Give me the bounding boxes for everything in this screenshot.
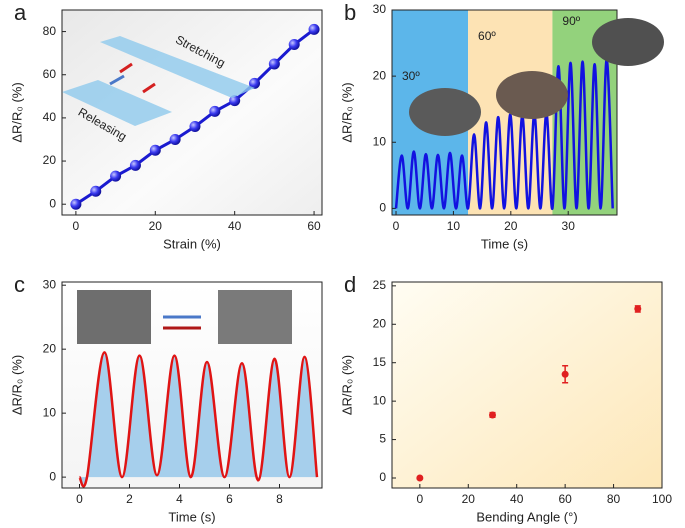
x-tick-label: 60: [558, 492, 572, 506]
x-tick-label: 8: [276, 492, 283, 506]
y-tick-label: 80: [43, 24, 57, 38]
x-tick-label: 0: [393, 219, 400, 233]
data-line: [394, 58, 614, 210]
x-tick-label: 30: [562, 219, 576, 233]
x-tick-label: 2: [126, 492, 133, 506]
y-tick-label: 10: [43, 405, 57, 419]
panel: 30º 60º 90º b Time (s) ΔR/R₀ (%) 0 10 20 30 0 10 20 3…: [339, 0, 618, 251]
data-marker: [249, 77, 261, 89]
x-tick-label: 20: [462, 492, 476, 506]
y-tick-label: 0: [49, 469, 56, 483]
x-tick-label: 40: [510, 492, 524, 506]
y-tick-label: 15: [373, 355, 387, 369]
inset-arrow: [119, 62, 156, 94]
inset-photo: [592, 18, 664, 66]
y-tick-label: 10: [373, 134, 387, 148]
y-axis-label: ΔR/R₀ (%): [339, 82, 354, 142]
y-tick-label: 30: [373, 2, 387, 16]
x-tick-label: 20: [149, 219, 163, 233]
y-tick-label: 20: [373, 68, 387, 82]
y-axis-label: ΔR/R₀ (%): [9, 82, 24, 142]
inset-photo: [496, 71, 568, 119]
insets: [62, 18, 664, 344]
x-tick-label: 80: [607, 492, 621, 506]
x-tick-label: 100: [652, 492, 672, 506]
y-axis-label: ΔR/R₀ (%): [9, 355, 24, 415]
inset-strip: [62, 80, 172, 126]
inset-strip: [100, 36, 255, 98]
x-tick-label: 0: [76, 492, 83, 506]
data-point: [634, 305, 642, 313]
data-marker: [149, 144, 161, 156]
plot-frame: [61, 9, 323, 216]
region-label: 30º: [402, 69, 420, 83]
y-tick-label: 20: [373, 316, 387, 330]
y-tick-label: 5: [379, 432, 386, 446]
data-marker: [169, 133, 181, 145]
x-tick-label: 0: [417, 492, 424, 506]
y-tick-label: 10: [373, 393, 387, 407]
x-axis-label: Time (s): [168, 509, 215, 524]
panel: d Bending Angle (°) ΔR/R₀ (%) 0 20 40 60 80 100 0…: [339, 272, 672, 525]
data-point: [561, 370, 569, 378]
data-marker: [288, 39, 300, 51]
panel-letter: c: [14, 272, 25, 297]
plot-frame: [61, 281, 323, 489]
inset-photo: [409, 88, 481, 136]
inset-photo: [218, 290, 292, 344]
x-tick-label: 20: [504, 219, 518, 233]
data-marker: [189, 121, 201, 133]
y-tick-label: 40: [43, 110, 57, 124]
x-tick-label: 4: [176, 492, 183, 506]
x-tick-label: 0: [73, 219, 80, 233]
data-point: [416, 474, 424, 482]
data-marker: [70, 198, 82, 210]
data-marker: [268, 58, 280, 70]
y-tick-label: 0: [379, 470, 386, 484]
panel-letter: d: [344, 272, 356, 297]
plot-background: [392, 282, 662, 488]
data-line: [78, 351, 319, 488]
y-axis-label: ΔR/R₀ (%): [339, 355, 354, 415]
y-tick-label: 20: [43, 153, 57, 167]
y-tick-label: 0: [49, 196, 56, 210]
y-tick-label: 60: [43, 67, 57, 81]
inset-photo: [77, 290, 151, 344]
y-tick-label: 25: [373, 278, 387, 292]
plot-frame: [391, 9, 618, 216]
data-marker: [90, 185, 102, 197]
x-tick-label: 10: [447, 219, 461, 233]
y-tick-label: 20: [43, 341, 57, 355]
region-label: 90º: [562, 14, 580, 28]
panel-letter: b: [344, 0, 356, 25]
x-axis-label: Strain (%): [163, 236, 221, 251]
panel-letter: a: [14, 0, 27, 25]
data-marker: [110, 170, 122, 182]
region-label: 60º: [478, 29, 496, 43]
data-marker: [209, 105, 221, 117]
data-marker: [129, 159, 141, 171]
data-marker: [308, 23, 320, 35]
x-tick-label: 60: [307, 219, 321, 233]
panel: c Time (s) ΔR/R₀ (%) 0 2 4 6 8 0 10 20 30: [9, 272, 323, 524]
x-tick-label: 40: [228, 219, 242, 233]
y-tick-label: 0: [379, 201, 386, 215]
data-point: [488, 411, 496, 419]
plot-frame: [391, 281, 663, 489]
x-tick-label: 6: [226, 492, 233, 506]
y-tick-label: 30: [43, 277, 57, 291]
inset-arrow: [109, 74, 125, 86]
x-axis-label: Time (s): [481, 236, 528, 251]
x-axis-label: Bending Angle (°): [476, 509, 577, 524]
data-area: [79, 352, 317, 487]
